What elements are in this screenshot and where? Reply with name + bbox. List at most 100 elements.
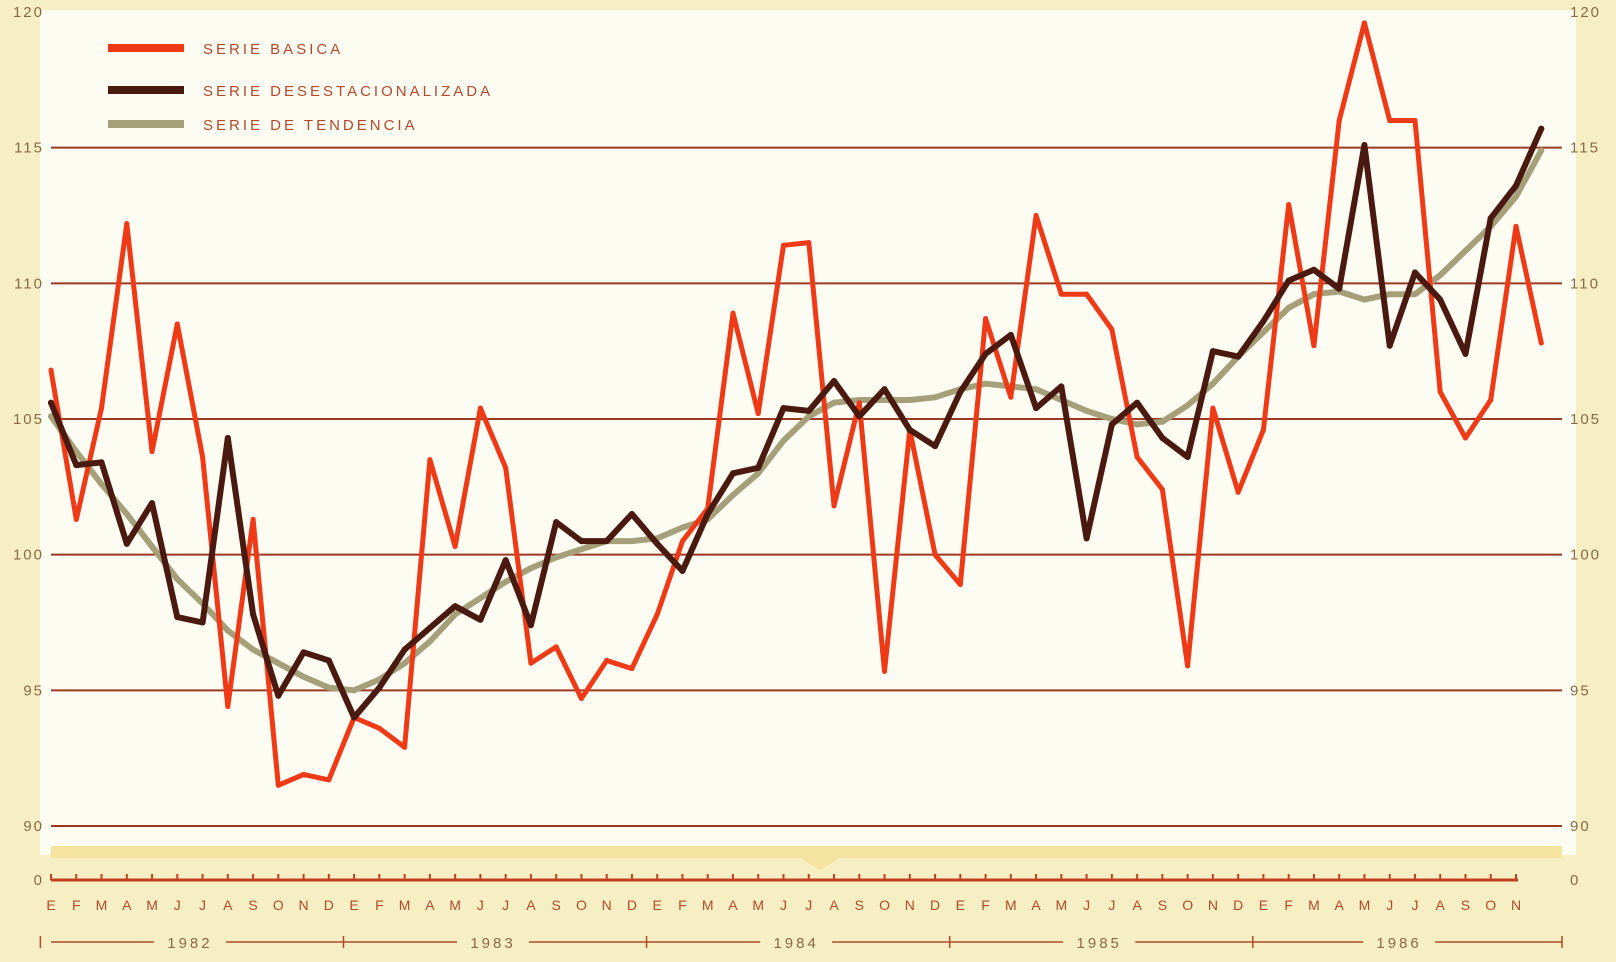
data-point xyxy=(1185,663,1191,669)
data-point xyxy=(1513,223,1519,229)
data-point xyxy=(780,405,787,412)
data-point xyxy=(48,367,54,373)
data-point xyxy=(729,470,736,477)
x-tick-month: F xyxy=(1284,897,1293,913)
x-tick-month: J xyxy=(477,897,484,913)
data-point xyxy=(856,400,862,406)
y-tick-left: 105 xyxy=(13,411,44,428)
data-point xyxy=(452,544,458,550)
x-tick-month: O xyxy=(879,897,890,913)
data-point xyxy=(301,771,307,777)
data-point xyxy=(1159,418,1166,425)
data-point xyxy=(1235,353,1242,360)
x-tick-month: E xyxy=(1259,897,1268,913)
x-tick-month: M xyxy=(449,897,461,913)
year-label-1985: 1985 xyxy=(1077,935,1122,952)
data-point xyxy=(1134,399,1141,406)
data-point xyxy=(73,448,80,455)
legend-label: SERIE DE TENDENCIA xyxy=(203,117,418,134)
data-point xyxy=(1538,125,1545,132)
data-point xyxy=(679,567,686,574)
data-point xyxy=(628,538,635,545)
legend-swatch xyxy=(108,86,184,94)
data-point xyxy=(1083,407,1090,414)
x-tick-month: E xyxy=(349,897,358,913)
x-tick-month: J xyxy=(805,897,812,913)
x-tick-month: J xyxy=(199,897,206,913)
data-point xyxy=(325,684,332,691)
data-point xyxy=(805,407,812,414)
y-tick-left: 120 xyxy=(13,4,44,21)
year-label-bg xyxy=(153,932,226,952)
x-tick-month: J xyxy=(1386,897,1393,913)
data-point xyxy=(1260,427,1266,433)
data-point xyxy=(73,462,80,469)
data-point xyxy=(48,413,54,420)
x-tick-month: O xyxy=(576,897,587,913)
data-point xyxy=(982,380,989,387)
data-point xyxy=(1033,386,1040,393)
axis-layer: 0 0 90 90 95 95 100 100 105 105 110 110 115 115 120 120… xyxy=(13,4,1601,952)
x-tick-month: M xyxy=(1056,897,1068,913)
y-tick-right: 110 xyxy=(1570,275,1600,292)
series-layer xyxy=(48,20,1545,788)
data-point xyxy=(1411,291,1418,298)
data-point xyxy=(1235,489,1241,495)
x-tick-month: J xyxy=(780,897,787,913)
data-point xyxy=(99,405,105,411)
y-tick-right: 120 xyxy=(1570,4,1601,21)
data-point xyxy=(1513,193,1519,200)
data-point xyxy=(502,578,509,585)
data-point xyxy=(1487,215,1494,222)
data-point xyxy=(628,510,635,517)
data-point xyxy=(1007,331,1014,338)
data-point xyxy=(1109,326,1115,332)
data-point xyxy=(1260,318,1267,325)
x-tick-month: M xyxy=(1005,897,1017,913)
data-point xyxy=(679,538,685,544)
x-tick-month: F xyxy=(981,897,990,913)
data-point xyxy=(1386,342,1393,349)
data-point xyxy=(603,538,610,545)
data-point xyxy=(1033,213,1039,218)
data-point xyxy=(225,704,231,710)
data-point xyxy=(1361,296,1368,303)
x-tick-month: M xyxy=(1308,897,1320,913)
data-point xyxy=(351,687,358,694)
data-point xyxy=(932,443,939,450)
x-tick-month: O xyxy=(273,897,284,913)
y-tick-right: 0 xyxy=(1570,872,1580,889)
x-tick-month: A xyxy=(1132,897,1142,913)
data-point xyxy=(679,524,686,531)
data-point xyxy=(1462,350,1469,357)
data-point xyxy=(1058,291,1064,297)
data-point xyxy=(553,554,560,561)
data-point xyxy=(1336,285,1343,292)
data-point xyxy=(527,565,534,572)
year-label-1983: 1983 xyxy=(470,935,515,952)
data-point xyxy=(1108,421,1115,428)
x-tick-month: N xyxy=(1511,897,1521,913)
x-tick-month: D xyxy=(627,897,637,913)
data-point xyxy=(401,660,408,667)
data-point xyxy=(983,316,989,322)
data-point xyxy=(957,582,963,588)
y-tick-left: 0 xyxy=(34,872,44,889)
x-tick-month: N xyxy=(905,897,915,913)
x-tick-month: M xyxy=(752,897,764,913)
data-point xyxy=(528,660,534,666)
x-tick-month: D xyxy=(1233,897,1243,913)
data-point xyxy=(300,673,307,680)
x-tick-month: M xyxy=(399,897,411,913)
data-point xyxy=(906,397,913,404)
x-tick-month: D xyxy=(930,897,940,913)
x-tick-month: M xyxy=(96,897,108,913)
data-point xyxy=(1310,266,1317,273)
axis-break-notch xyxy=(780,846,860,870)
data-point xyxy=(502,557,509,564)
data-point xyxy=(1209,380,1216,387)
x-tick-month: J xyxy=(1108,897,1115,913)
data-point xyxy=(578,538,585,545)
data-point xyxy=(553,519,560,526)
